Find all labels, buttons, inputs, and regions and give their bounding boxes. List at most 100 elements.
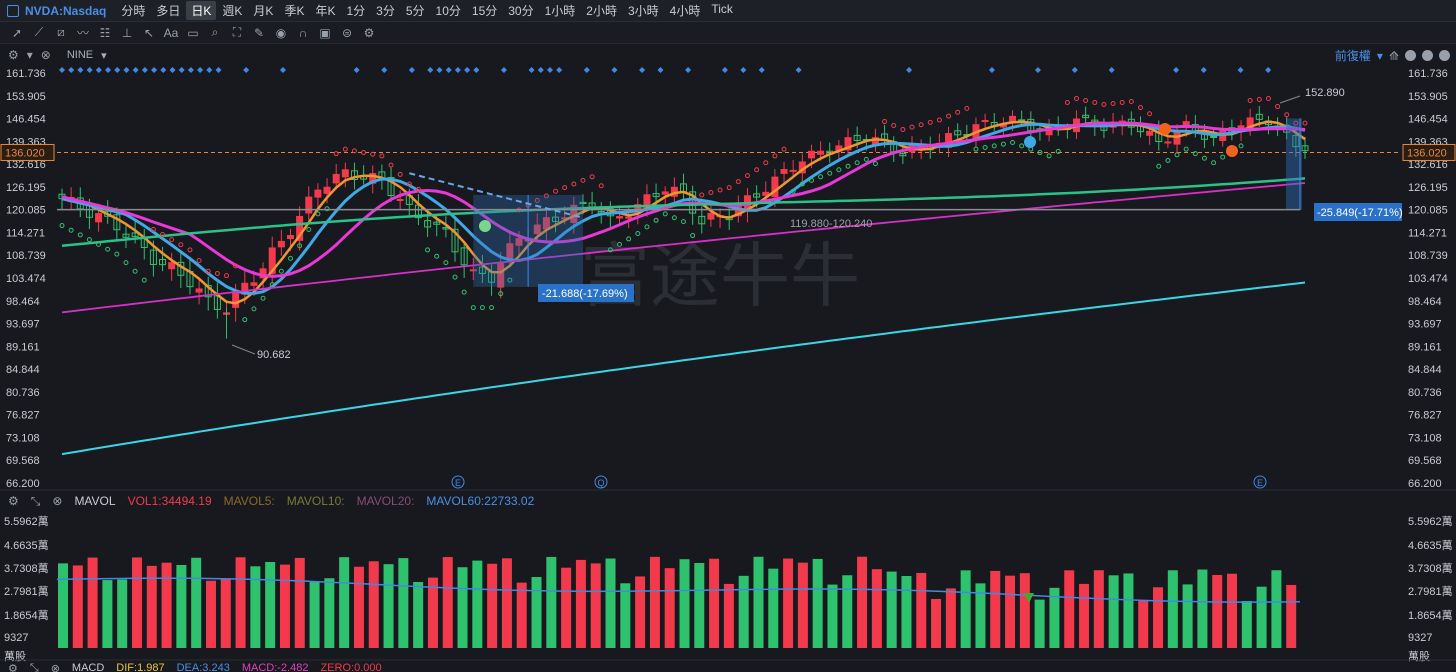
volume-bar — [205, 580, 216, 648]
close-icon[interactable]: ⊗ — [52, 494, 63, 508]
volume-bar — [723, 583, 734, 648]
sar-dot — [141, 277, 147, 283]
close-icon[interactable]: ⊗ — [50, 662, 60, 672]
signal-diamond — [1237, 67, 1244, 73]
channel-tool-icon[interactable]: ⧄ — [57, 25, 65, 39]
cursor-icon[interactable]: ➚ — [11, 25, 23, 40]
candle-body — [286, 235, 294, 240]
indicator-name[interactable]: NINE — [66, 49, 94, 61]
sar-dot — [744, 173, 750, 179]
candle-body — [698, 215, 706, 225]
chart-controls: 前復權 ▾ ⟰ — [1335, 47, 1450, 64]
volume-bar — [812, 558, 823, 648]
tab-timeframe[interactable]: 多日 — [156, 4, 181, 18]
line-tool-icon[interactable]: ⟋ — [34, 25, 44, 39]
adjust-select[interactable]: 前復權 — [1334, 49, 1371, 63]
sar-dot — [653, 217, 659, 223]
sar-dot — [827, 170, 833, 176]
volume-bar — [487, 563, 498, 648]
tab-timeframe[interactable]: 4小時 — [669, 4, 701, 18]
maximize-icon[interactable] — [1439, 50, 1450, 61]
sar-dot — [626, 236, 632, 242]
signal-diamond — [105, 67, 112, 73]
tab-timeframe[interactable]: 3小時 — [627, 4, 659, 18]
expand-icon[interactable]: ⤡ — [30, 493, 41, 508]
signal-diamond — [427, 67, 434, 73]
candle-body — [433, 221, 441, 225]
signal-diamond — [795, 67, 802, 73]
tab-timeframe[interactable]: 日K — [186, 1, 217, 20]
text-tool-icon[interactable]: Aa — [163, 25, 179, 40]
wave-tool-icon[interactable]: 〰 — [76, 26, 89, 40]
sar-dot — [205, 268, 211, 274]
magnet-icon[interactable]: ∩ — [298, 25, 308, 40]
volume-bar — [472, 560, 483, 648]
signal-diamond — [583, 67, 590, 73]
tab-timeframe[interactable]: 2小時 — [586, 4, 617, 18]
volume-name[interactable]: MAVOL — [74, 494, 116, 508]
expand-icon[interactable]: ⤡ — [29, 662, 39, 672]
sar-dot — [214, 270, 220, 276]
minimize-icon[interactable] — [1405, 50, 1416, 61]
macd-label: MACD:-2.482 — [241, 662, 309, 672]
sar-dot — [251, 306, 257, 312]
signal-diamond — [151, 67, 158, 73]
lock-icon[interactable]: ▣ — [319, 25, 331, 40]
sar-dot — [434, 253, 440, 259]
tab-timeframe[interactable]: 15分 — [471, 4, 498, 18]
measure-tool-icon[interactable]: ⊥ — [121, 25, 133, 40]
gear-icon[interactable]: ⚙ — [8, 494, 19, 508]
gear-icon[interactable]: ⚙ — [8, 48, 19, 62]
tab-timeframe[interactable]: 3分 — [376, 4, 395, 18]
tab-timeframe[interactable]: 1分 — [346, 4, 366, 18]
tab-timeframe[interactable]: 5分 — [405, 4, 425, 18]
chevron-down-icon[interactable]: ▾ — [26, 48, 33, 62]
tab-timeframe[interactable]: 分時 — [121, 4, 146, 18]
sar-dot — [617, 241, 623, 247]
signal-diamond — [1071, 67, 1078, 73]
magnifier-icon[interactable]: ⌕ — [211, 25, 219, 39]
candle-body — [424, 220, 432, 228]
close-icon[interactable]: ⊗ — [40, 48, 51, 62]
signal-diamond — [906, 67, 913, 73]
signal-diamond — [1108, 67, 1115, 73]
sar-dot — [160, 232, 166, 238]
tab-timeframe[interactable]: 10分 — [435, 4, 461, 18]
signal-diamond — [528, 67, 535, 73]
volume-bar — [1049, 587, 1060, 648]
tab-timeframe[interactable]: 年K — [315, 4, 336, 18]
eye-icon[interactable]: ◉ — [275, 25, 287, 40]
macd-name[interactable]: MACD — [71, 662, 105, 672]
chart-type-icon[interactable]: ⟰ — [1388, 48, 1399, 63]
tab-timeframe[interactable]: 1小時 — [544, 4, 576, 18]
chevron-down-icon[interactable]: ▾ — [101, 49, 107, 62]
volume-axis-left-label: 2.7981萬 — [4, 585, 49, 598]
settings-icon[interactable]: ⚙ — [363, 25, 375, 40]
tab-timeframe[interactable]: 季K — [284, 4, 305, 18]
sar-dot — [86, 237, 92, 243]
volume-bar — [1182, 584, 1193, 648]
volume-bar — [605, 558, 616, 648]
chevron-down-icon[interactable]: ▾ — [1376, 48, 1383, 63]
stamp-icon[interactable]: ⛶ — [232, 25, 242, 39]
volume-bar — [857, 556, 868, 648]
volume-bar — [1123, 573, 1134, 648]
sar-dot — [1192, 151, 1198, 157]
layers-icon[interactable]: ⊜ — [341, 25, 353, 40]
tab-timeframe[interactable]: 週K — [222, 4, 243, 18]
volume-bar — [309, 581, 320, 648]
tab-timeframe[interactable]: Tick — [711, 2, 733, 16]
tab-timeframe[interactable]: 月K — [253, 4, 274, 18]
window-icon[interactable] — [7, 4, 19, 17]
tab-timeframe[interactable]: 30分 — [508, 4, 534, 18]
fib-tool-icon[interactable]: ☷ — [99, 25, 111, 40]
volume-axis-left-label: 9327 — [4, 632, 28, 644]
sar-dot — [242, 317, 248, 323]
gear-icon[interactable]: ⚙ — [8, 662, 18, 672]
pen-icon[interactable]: ✎ — [253, 25, 265, 40]
ruler-icon[interactable]: ▭ — [187, 25, 199, 40]
arrow-tool-icon[interactable]: ↖ — [143, 25, 155, 40]
restore-icon[interactable] — [1422, 50, 1433, 61]
symbol-label[interactable]: NVDA:Nasdaq — [25, 3, 107, 18]
